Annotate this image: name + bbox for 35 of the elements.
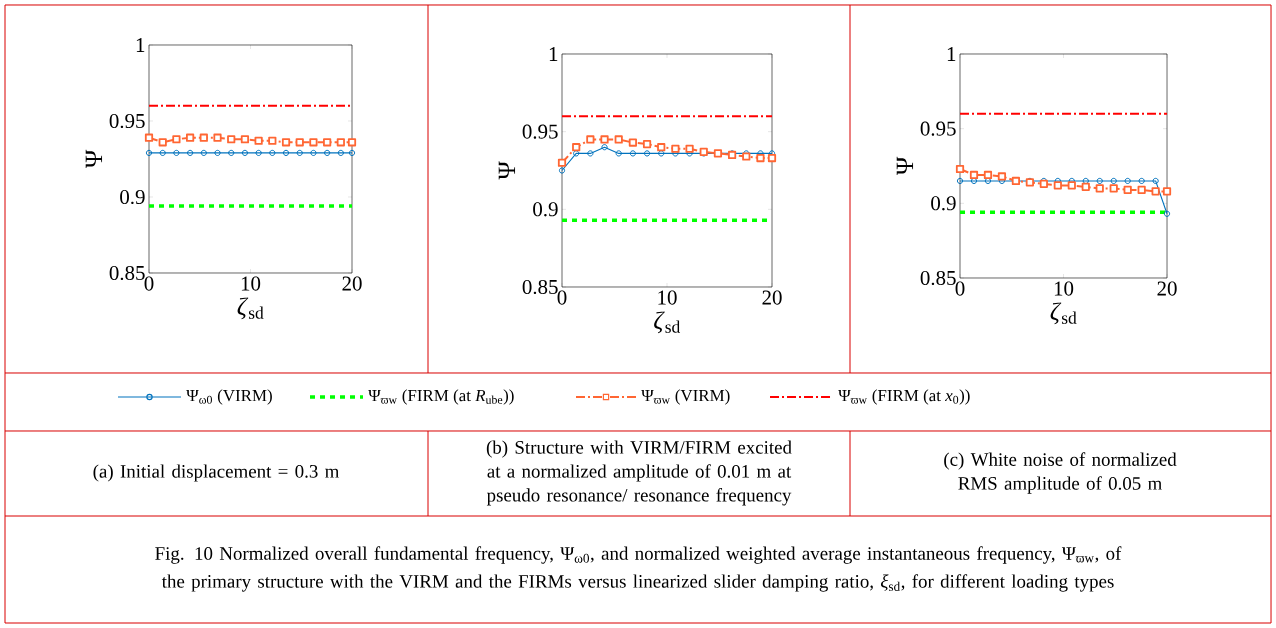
text: (b) Structure with VIRM/FIRM excited at a normalized amplitude of 0.01 m at pseudo resonance/ resonance frequency: [486, 440, 792, 506]
legend-label: Ψ$_{ω0}$ (VIRM): [186, 389, 272, 405]
y-tick-label: 0.85: [522, 279, 558, 295]
text: Fig. 10 Normalized overall fundamental frequency, Ψ$_{ω0}$, and normalized weighted average instantaneous frequency, Ψ$_{ϖw}$, of the primary structure with the VIRM and the FIRMs versus linearized slider damping ratio, ξ$_{sd}$, for different loading types: [155, 546, 1122, 592]
y-tick-label: 0.9: [931, 196, 956, 211]
text: (a) Initial displacement = 0.3 m: [93, 464, 340, 482]
y-tick-label: 1: [136, 38, 145, 52]
y-tick-label: 0.85: [920, 270, 956, 286]
x-tick-label: 0: [144, 276, 154, 291]
y-tick-label: 0.9: [120, 189, 145, 205]
x-tick-label: 20: [342, 276, 362, 291]
x-tick-label: 10: [241, 276, 261, 291]
x-axis-title: ζ$_{sd}$: [654, 311, 681, 334]
y-tick-label: 0.95: [522, 124, 558, 139]
y-axis-title: Ψ: [498, 161, 516, 180]
x-tick-label: 20: [762, 290, 782, 305]
y-tick-label: 0.95: [109, 113, 145, 129]
legend-label: Ψ$_{ϖw}$ (FIRM (at R$_{ube}$)): [368, 389, 514, 405]
x-axis-title: ζ$_{sd}$: [237, 297, 264, 320]
y-tick-label: 0.85: [109, 265, 145, 281]
x-tick-label: 20: [1157, 281, 1177, 296]
x-tick-label: 0: [557, 290, 567, 305]
x-axis-title: ζ$_{sd}$: [1050, 302, 1077, 325]
y-tick-label: 1: [947, 47, 956, 61]
y-tick-label: 1: [549, 47, 558, 61]
y-axis-title: Ψ: [896, 156, 914, 176]
legend-label: Ψ$_{ϖw}$ (VIRM): [641, 389, 730, 405]
y-tick-label: 0.9: [533, 202, 558, 217]
legend-label: Ψ$_{ϖw}$ (FIRM (at x$_{0}$)): [838, 389, 970, 405]
x-tick-label: 0: [955, 281, 965, 296]
y-tick-label: 0.95: [920, 121, 956, 136]
x-tick-label: 10: [658, 290, 677, 305]
x-tick-label: 10: [1054, 281, 1074, 296]
y-axis-title: Ψ: [85, 149, 103, 169]
text: (c) White noise of normalized RMS amplitude of 0.05 m: [944, 452, 1177, 494]
